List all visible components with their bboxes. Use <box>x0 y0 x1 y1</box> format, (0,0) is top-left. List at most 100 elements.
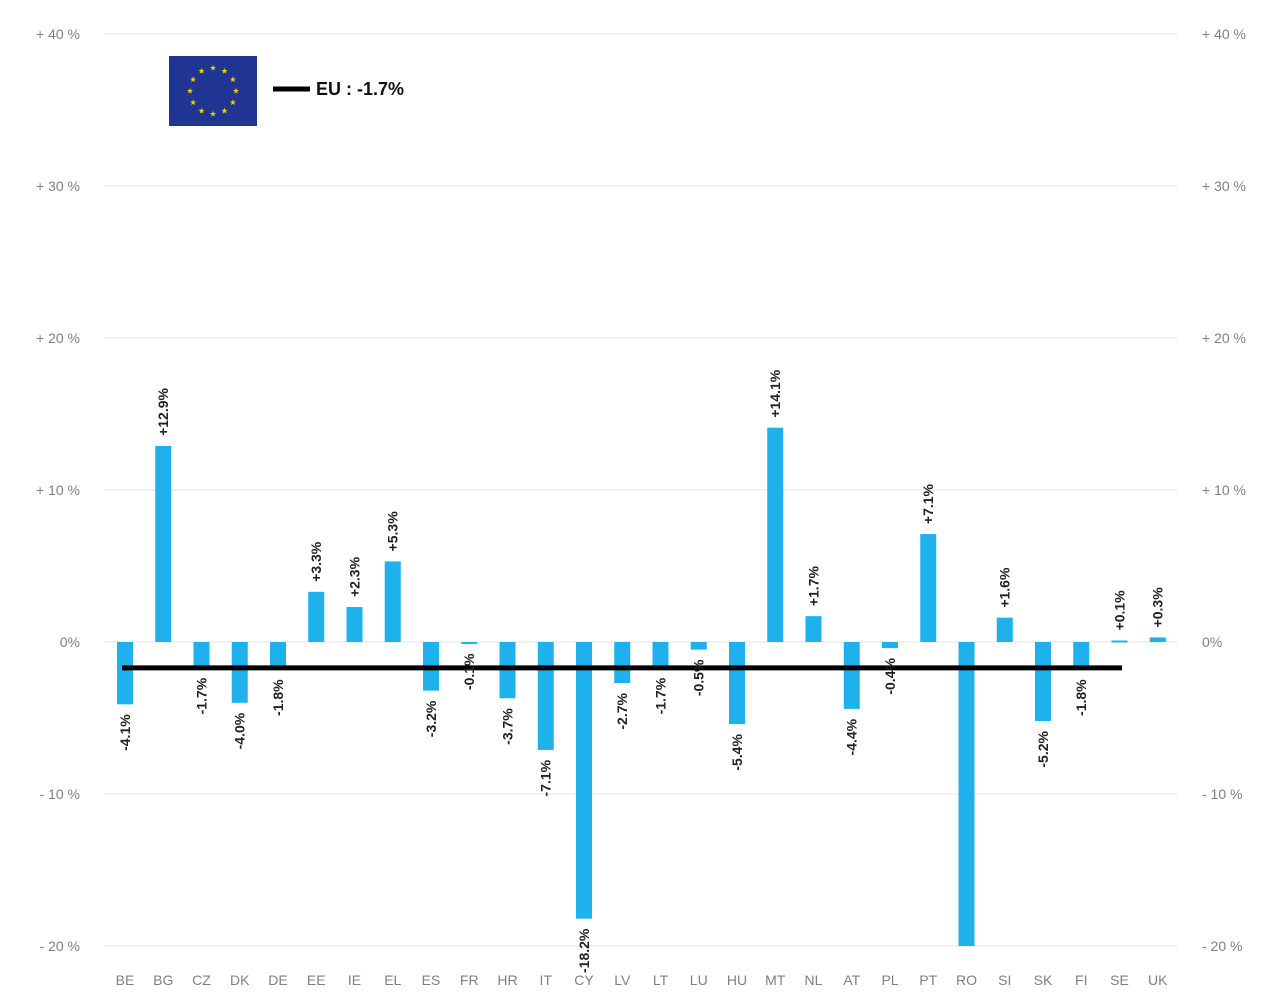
y-tick-label-left: 0% <box>60 634 80 650</box>
category-label-fi: FI <box>1075 972 1087 988</box>
data-label-cz: -1.7% <box>194 677 210 714</box>
category-label-si: SI <box>998 972 1011 988</box>
bar-ro <box>958 642 975 946</box>
flag-star <box>229 76 236 83</box>
bar-be <box>117 642 133 705</box>
y-tick-label-right: + 10 % <box>1202 482 1246 498</box>
data-label-es: -3.2% <box>423 700 439 737</box>
y-tick-label-right: + 40 % <box>1202 26 1246 42</box>
category-label-pl: PL <box>881 972 898 988</box>
category-label-ro: RO <box>956 972 977 988</box>
data-label-si: +1.6% <box>997 567 1013 608</box>
data-label-el: +5.3% <box>385 511 401 552</box>
category-label-mt: MT <box>765 972 786 988</box>
bar-lt <box>652 642 669 668</box>
category-label-se: SE <box>1110 972 1129 988</box>
bar-lu <box>690 642 707 650</box>
data-label-pl: -0.4% <box>882 658 898 695</box>
y-tick-label-left: - 10 % <box>40 786 80 802</box>
y-tick-label-left: - 20 % <box>40 938 80 954</box>
bar-ee <box>308 591 325 642</box>
bar-bg <box>155 445 172 642</box>
category-label-lv: LV <box>614 972 631 988</box>
category-label-sk: SK <box>1034 972 1053 988</box>
data-label-lu: -0.5% <box>691 659 707 696</box>
category-label-at: AT <box>843 972 860 988</box>
y-tick-label-right: + 30 % <box>1202 178 1246 194</box>
y-tick-label-right: + 20 % <box>1202 330 1246 346</box>
flag-star <box>209 64 217 71</box>
bar-cz <box>193 642 210 668</box>
data-label-lv: -2.7% <box>614 692 630 729</box>
category-label-ee: EE <box>307 972 326 988</box>
data-label-be: -4.1% <box>117 714 133 751</box>
category-label-bg: BG <box>153 972 173 988</box>
data-labels: -4.1% +12.9% -1.7% -4.0% -1.8% +3.3% +2.3% +5.3… <box>117 369 1166 973</box>
category-label-be: BE <box>116 972 135 988</box>
data-label-at: -4.4% <box>844 718 860 755</box>
bar-dk <box>231 642 248 703</box>
bar-se <box>1111 640 1128 643</box>
bar-sk <box>1035 642 1051 722</box>
y-tick-label-left: + 10 % <box>36 482 80 498</box>
data-label-pt: +7.1% <box>920 483 936 524</box>
data-label-hu: -5.4% <box>729 734 745 771</box>
flag-star <box>186 87 194 94</box>
flag-star <box>190 99 197 106</box>
flag-star <box>229 99 236 106</box>
flag-star <box>232 87 240 94</box>
data-label-uk: +0.3% <box>1150 587 1166 628</box>
data-label-nl: +1.7% <box>806 566 822 607</box>
bar-it <box>537 642 554 750</box>
data-label-cy: -18.2% <box>576 928 592 973</box>
y-tick-label-left: + 20 % <box>36 330 80 346</box>
y-tick-label-left: + 40 % <box>36 26 80 42</box>
bar-uk <box>1149 637 1166 642</box>
bar-hu <box>729 642 745 725</box>
bar-nl <box>805 616 822 642</box>
y-tick-label-right: - 10 % <box>1202 786 1242 802</box>
data-label-se: +0.1% <box>1112 590 1128 631</box>
data-label-lt: -1.7% <box>653 677 669 714</box>
y-axis-right: + 40 % + 30 % + 20 % + 10 % 0% - 10 % - 20 % <box>1202 26 1246 954</box>
y-tick-label-left: + 30 % <box>36 178 80 194</box>
flag-star <box>221 107 228 114</box>
flag-star <box>190 76 197 83</box>
data-label-mt: +14.1% <box>767 369 783 417</box>
category-label-hu: HU <box>727 972 747 988</box>
legend: EU : -1.7% <box>169 56 404 126</box>
gridlines <box>105 33 1178 947</box>
category-label-lt: LT <box>653 972 669 988</box>
bar-si <box>996 617 1013 642</box>
eu-stars-icon <box>186 64 240 117</box>
category-label-es: ES <box>422 972 441 988</box>
data-label-hr: -3.7% <box>500 708 516 745</box>
category-label-hr: HR <box>497 972 517 988</box>
bar-fi <box>1073 642 1090 670</box>
category-label-lu: LU <box>690 972 708 988</box>
y-tick-label-right: 0% <box>1202 634 1222 650</box>
bar-lv <box>614 642 631 684</box>
bar-cy <box>576 642 592 919</box>
bar-at <box>843 642 860 709</box>
category-label-ie: IE <box>348 972 361 988</box>
category-label-it: IT <box>540 972 553 988</box>
x-axis-categories: BE BG CZ DK DE EE IE EL ES FR HR IT CY LV LT LU HU MT NL AT… <box>116 972 1168 988</box>
bar-de <box>270 642 286 670</box>
bar-fr <box>461 642 478 644</box>
category-label-el: EL <box>384 972 401 988</box>
bar-pl <box>882 642 898 649</box>
data-label-de: -1.8% <box>270 679 286 716</box>
bar-el <box>384 561 401 642</box>
data-label-ee: +3.3% <box>308 541 324 582</box>
category-label-uk: UK <box>1148 972 1168 988</box>
data-label-dk: -4.0% <box>232 712 248 749</box>
y-axis-left: + 40 % + 30 % + 20 % + 10 % 0% - 10 % - 20 % <box>36 26 80 954</box>
flag-star <box>198 67 205 74</box>
category-label-cy: CY <box>574 972 594 988</box>
data-label-fi: -1.8% <box>1073 679 1089 716</box>
bar-ie <box>346 607 363 642</box>
data-label-fr: -0.1% <box>461 653 477 690</box>
category-label-nl: NL <box>805 972 823 988</box>
data-label-bg: +12.9% <box>155 387 171 435</box>
